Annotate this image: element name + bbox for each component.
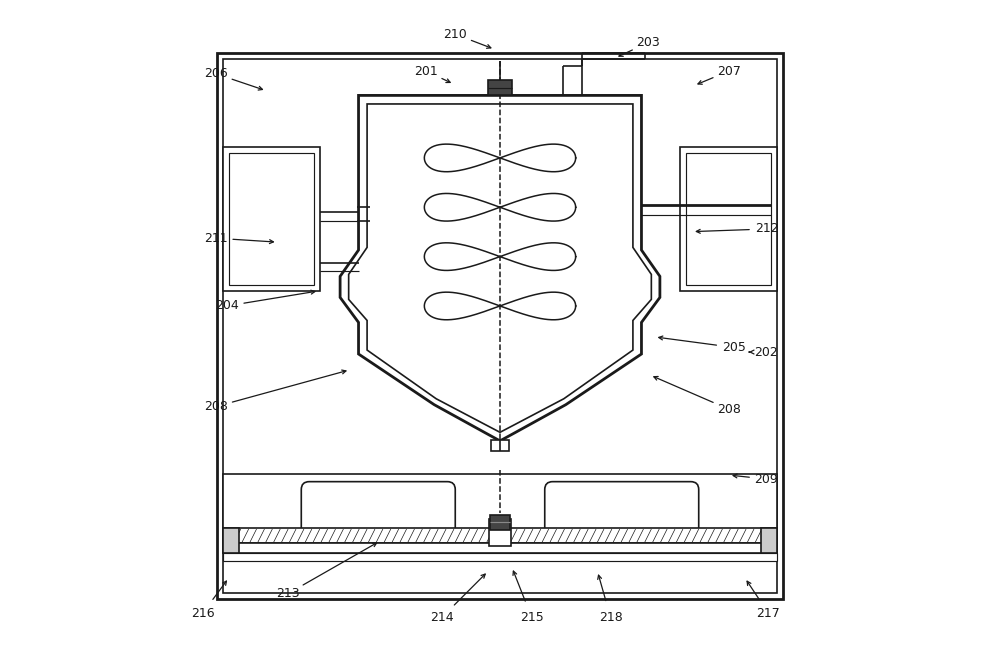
Text: 201: 201 — [414, 64, 438, 78]
Text: 207: 207 — [717, 64, 741, 78]
Bar — [489, 519, 511, 546]
Text: 209: 209 — [755, 472, 778, 486]
FancyBboxPatch shape — [545, 482, 699, 542]
Bar — [761, 528, 777, 553]
Bar — [686, 153, 771, 285]
Text: 217: 217 — [757, 607, 780, 620]
Bar — [223, 147, 320, 291]
Bar — [223, 59, 777, 593]
Text: 215: 215 — [520, 611, 543, 624]
Bar — [488, 80, 512, 95]
Bar — [223, 528, 777, 543]
Text: 208: 208 — [204, 400, 228, 413]
Text: 205: 205 — [722, 341, 746, 354]
Text: 211: 211 — [204, 232, 228, 245]
Text: 216: 216 — [191, 607, 214, 620]
FancyBboxPatch shape — [301, 482, 455, 542]
Text: 214: 214 — [430, 611, 454, 624]
Text: 202: 202 — [755, 345, 778, 359]
Text: 206: 206 — [204, 67, 228, 80]
Text: 218: 218 — [599, 611, 622, 624]
Bar — [223, 474, 777, 540]
Bar — [223, 528, 239, 553]
Bar — [223, 553, 777, 561]
Text: 208: 208 — [717, 403, 741, 416]
Bar — [229, 153, 314, 285]
Text: 212: 212 — [755, 222, 778, 236]
Bar — [223, 543, 777, 553]
Bar — [680, 147, 777, 291]
Text: 210: 210 — [443, 28, 467, 41]
Bar — [490, 515, 510, 530]
Polygon shape — [340, 95, 660, 441]
Text: 213: 213 — [276, 587, 300, 600]
Bar — [491, 440, 509, 451]
Text: 203: 203 — [636, 36, 660, 49]
Text: 204: 204 — [215, 299, 239, 313]
Bar — [217, 53, 783, 599]
